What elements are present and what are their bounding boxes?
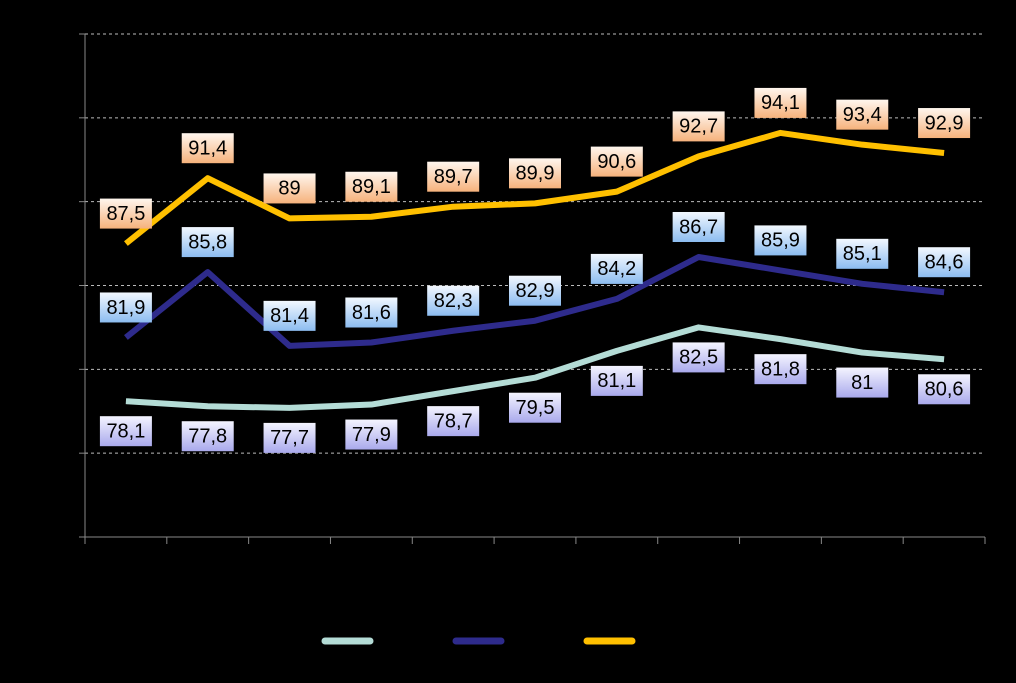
value-label-box: [836, 99, 889, 130]
value-label-box: [181, 421, 234, 452]
value-label-box: [263, 300, 316, 331]
value-label: 93,4: [843, 104, 882, 126]
value-label-box: [263, 173, 316, 204]
value-label-box: [672, 211, 725, 242]
value-label-box: [427, 406, 480, 437]
value-label: 81,1: [597, 370, 636, 392]
value-label: 89,7: [434, 166, 473, 188]
value-label: 81,6: [352, 302, 391, 324]
value-label-box: [836, 367, 889, 398]
value-label-box: [754, 87, 807, 118]
value-label-box: [836, 238, 889, 269]
value-label-box: [672, 342, 725, 373]
value-label-box: [754, 354, 807, 385]
value-label: 84,6: [925, 251, 964, 273]
value-label: 81: [851, 372, 873, 394]
value-label: 82,9: [516, 280, 555, 302]
value-label: 77,9: [352, 424, 391, 446]
y-tick-label: 70: [53, 525, 75, 547]
value-label-box: [918, 374, 971, 405]
value-label-box: [590, 365, 643, 396]
value-label: 79,5: [516, 397, 555, 419]
value-label: 77,7: [270, 427, 309, 449]
value-label-box: [181, 227, 234, 258]
value-label-box: [590, 253, 643, 284]
y-tick-label: 90: [53, 190, 75, 212]
y-tick-label: 100: [42, 22, 75, 44]
value-label: 89,9: [516, 163, 555, 185]
value-label-box: [181, 133, 234, 164]
value-label: 81,8: [761, 358, 800, 380]
value-label: 84,2: [597, 258, 636, 280]
value-label-box: [99, 198, 152, 229]
y-tick-label: 85: [53, 274, 75, 296]
value-label: 94,1: [761, 92, 800, 114]
value-label: 89: [278, 178, 300, 200]
value-label: 82,5: [679, 347, 718, 369]
value-label-box: [918, 247, 971, 278]
value-label: 85,9: [761, 230, 800, 252]
value-label: 89,1: [352, 176, 391, 198]
value-label-box: [345, 171, 398, 202]
value-label: 92,7: [679, 116, 718, 138]
value-label: 81,9: [106, 297, 145, 319]
value-label-box: [672, 111, 725, 142]
y-tick-label: 75: [53, 441, 75, 463]
value-label-box: [427, 161, 480, 192]
value-label-box: [754, 225, 807, 256]
value-label: 82,3: [434, 290, 473, 312]
value-label: 87,5: [106, 203, 145, 225]
value-label-box: [427, 285, 480, 316]
value-label-box: [99, 292, 152, 323]
value-label: 86,7: [679, 216, 718, 238]
value-label-box: [263, 422, 316, 453]
value-label: 78,1: [106, 420, 145, 442]
value-label: 91,4: [188, 137, 227, 159]
y-tick-label: 80: [53, 358, 75, 380]
value-label: 92,9: [925, 112, 964, 134]
value-label: 85,8: [188, 231, 227, 253]
series-line: [124, 129, 945, 246]
value-label: 77,8: [188, 426, 227, 448]
value-label-box: [99, 416, 152, 447]
value-label-box: [345, 419, 398, 450]
value-label: 85,1: [843, 243, 882, 265]
value-label: 80,6: [925, 379, 964, 401]
value-label-box: [509, 275, 561, 306]
value-label-box: [509, 392, 561, 423]
value-label: 78,7: [434, 410, 473, 432]
value-label: 81,4: [270, 305, 309, 327]
value-label-box: [509, 158, 561, 189]
series-line: [124, 253, 945, 349]
series-line: [125, 324, 945, 411]
value-label-box: [345, 297, 398, 328]
value-label-box: [918, 108, 971, 139]
value-label-box: [590, 146, 643, 177]
y-tick-label: 95: [53, 106, 75, 128]
value-label: 90,6: [597, 151, 636, 173]
